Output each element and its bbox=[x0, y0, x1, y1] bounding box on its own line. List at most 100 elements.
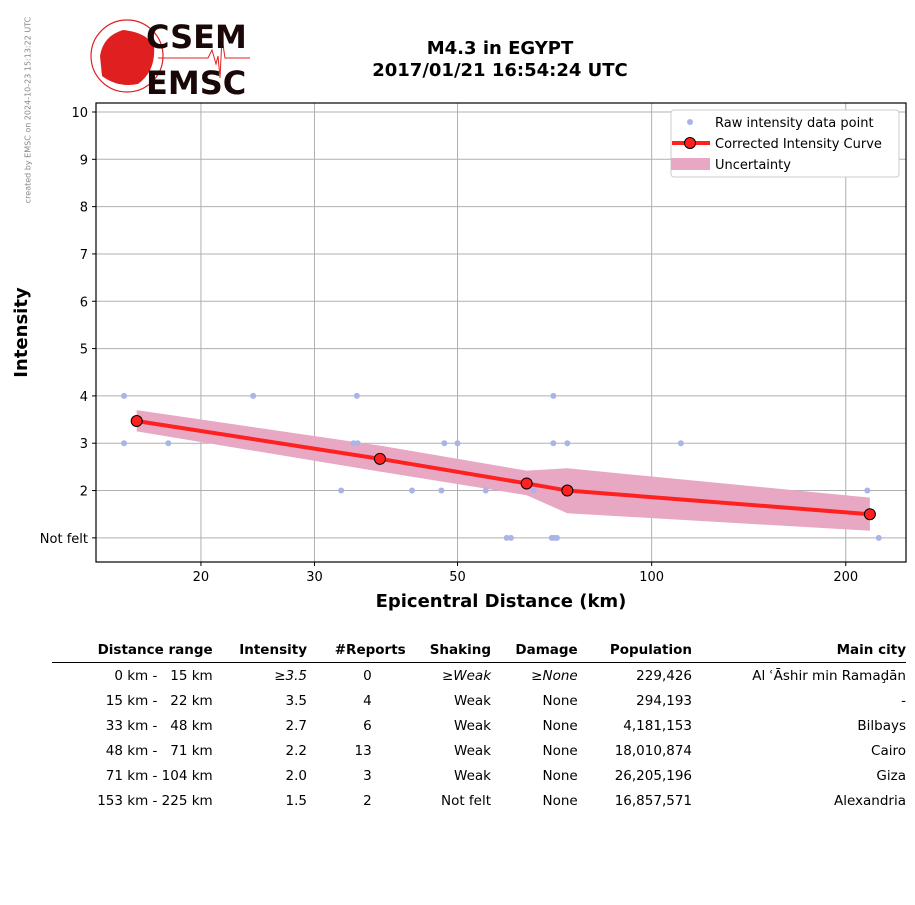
table-cell: 2.0 bbox=[285, 767, 307, 784]
column-header: Main city bbox=[692, 640, 906, 663]
table-cell: Al ʿĀshir min Ramaḑān bbox=[752, 667, 906, 684]
x-tick-label: 30 bbox=[306, 570, 323, 585]
raw-data-point bbox=[507, 534, 514, 541]
raw-data-point bbox=[441, 440, 448, 447]
plot-frame bbox=[95, 102, 907, 563]
table-cell: - bbox=[901, 692, 906, 709]
table-cell: 16,857,571 bbox=[614, 792, 692, 809]
legend-curve-marker bbox=[684, 137, 696, 149]
table-cell: 2.2 bbox=[285, 742, 307, 759]
svg-text:EMSC: EMSC bbox=[146, 64, 246, 98]
raw-data-point bbox=[503, 534, 510, 541]
uncertainty-band bbox=[136, 410, 870, 531]
y-tick-label: 9 bbox=[80, 153, 88, 168]
table-cell: 0 km - 15 km bbox=[114, 667, 213, 684]
table-row: 48 km - 71 km 2.2 13 Weak None 18,010,874 Cair… bbox=[52, 738, 906, 763]
table-cell: ≥3.5 bbox=[274, 667, 307, 684]
table-row: 153 km - 225 km 1.5 2 Not felt None 16,857,57… bbox=[52, 788, 906, 813]
table-cell: None bbox=[542, 767, 578, 784]
table-cell: 4 bbox=[363, 692, 372, 709]
legend-label: Uncertainty bbox=[715, 158, 791, 173]
intensity-chart: 20 30 50 100 200 Not felt 2 3 4 5 6 7 8 9 10 Epicentral… bbox=[11, 102, 907, 612]
column-header: #Reports bbox=[307, 640, 406, 663]
y-tick-label: 4 bbox=[80, 390, 88, 405]
x-tick-label: 200 bbox=[833, 570, 858, 585]
raw-data-point bbox=[438, 487, 445, 494]
raw-data-point bbox=[864, 487, 871, 494]
raw-data-point bbox=[482, 487, 489, 494]
table-cell: None bbox=[542, 717, 578, 734]
emsc-logo: CSEM EMSC bbox=[90, 18, 250, 98]
intensity-table: Distance range Intensity #Reports Shaking Da… bbox=[52, 640, 906, 813]
table-cell: 18,010,874 bbox=[614, 742, 692, 759]
raw-data-point bbox=[250, 392, 257, 399]
y-tick-label: 5 bbox=[80, 343, 88, 358]
column-header: Intensity bbox=[212, 640, 307, 663]
table-row: 71 km - 104 km 2.0 3 Weak None 26,205,196 Giza bbox=[52, 763, 906, 788]
table-cell: Weak bbox=[454, 717, 492, 734]
table-cell: None bbox=[542, 792, 578, 809]
legend-box bbox=[670, 109, 900, 178]
table-cell: Cairo bbox=[871, 742, 906, 759]
legend-raw-marker bbox=[687, 119, 693, 125]
table-cell: Bilbays bbox=[857, 717, 906, 734]
x-tick-label: 20 bbox=[193, 570, 210, 585]
y-tick-label: 10 bbox=[71, 106, 88, 121]
column-header: Shaking bbox=[405, 640, 492, 663]
table-cell: 2.7 bbox=[285, 717, 307, 734]
raw-data-point bbox=[409, 487, 416, 494]
y-axis-label: Intensity bbox=[11, 287, 32, 378]
raw-data-point bbox=[338, 487, 345, 494]
curve-marker bbox=[373, 452, 386, 465]
x-tick-label: 50 bbox=[449, 570, 466, 585]
table-row: 15 km - 22 km 3.5 4 Weak None 294,193 - bbox=[52, 688, 906, 713]
legend-label: Corrected Intensity Curve bbox=[715, 137, 882, 152]
column-header: Damage bbox=[491, 640, 578, 663]
curve-marker bbox=[130, 414, 143, 427]
raw-data-point bbox=[564, 440, 571, 447]
raw-data-point bbox=[165, 440, 172, 447]
x-axis-label: Epicentral Distance (km) bbox=[376, 591, 627, 612]
table-cell: 0 bbox=[363, 667, 372, 684]
y-tick-label: 8 bbox=[80, 201, 88, 216]
y-tick-label: 3 bbox=[80, 437, 88, 452]
table-cell: Weak bbox=[454, 692, 492, 709]
table-cell: ≥None bbox=[531, 667, 578, 684]
table-cell: 229,426 bbox=[636, 667, 692, 684]
raw-data-point bbox=[550, 440, 557, 447]
table-cell: 3.5 bbox=[285, 692, 307, 709]
column-header: Population bbox=[577, 640, 692, 663]
table-cell: Weak bbox=[454, 742, 492, 759]
table-cell: None bbox=[542, 692, 578, 709]
table-cell: Weak bbox=[454, 767, 492, 784]
table-cell: 33 km - 48 km bbox=[105, 717, 213, 734]
table-cell: 2 bbox=[363, 792, 372, 809]
raw-data-point bbox=[677, 440, 684, 447]
table-cell: 294,193 bbox=[636, 692, 692, 709]
table-cell: 48 km - 71 km bbox=[105, 742, 213, 759]
table-cell: 153 km - 225 km bbox=[97, 792, 213, 809]
table-cell: 3 bbox=[363, 767, 372, 784]
raw-data-point bbox=[454, 440, 461, 447]
legend-band-swatch bbox=[671, 158, 710, 170]
legend-label: Raw intensity data point bbox=[715, 116, 874, 131]
table-cell: Giza bbox=[876, 767, 906, 784]
y-tick-label: 2 bbox=[80, 485, 88, 500]
raw-data-point bbox=[121, 392, 128, 399]
raw-data-point bbox=[121, 440, 128, 447]
table-cell: 4,181,153 bbox=[623, 717, 692, 734]
curve-marker bbox=[561, 484, 574, 497]
chart-title: M4.3 in EGYPT bbox=[426, 38, 574, 59]
chart-subtitle: 2017/01/21 16:54:24 UTC bbox=[372, 60, 628, 81]
column-header: Distance range bbox=[52, 640, 213, 663]
curve-marker bbox=[863, 508, 876, 521]
table-cell: Alexandria bbox=[833, 792, 906, 809]
y-tick-label: 6 bbox=[80, 295, 88, 310]
raw-data-point bbox=[550, 392, 557, 399]
table-cell: 13 bbox=[354, 742, 372, 759]
table-cell: ≥Weak bbox=[441, 667, 492, 684]
table-cell: 15 km - 22 km bbox=[105, 692, 213, 709]
table-cell: 1.5 bbox=[285, 792, 307, 809]
raw-data-point bbox=[875, 534, 882, 541]
